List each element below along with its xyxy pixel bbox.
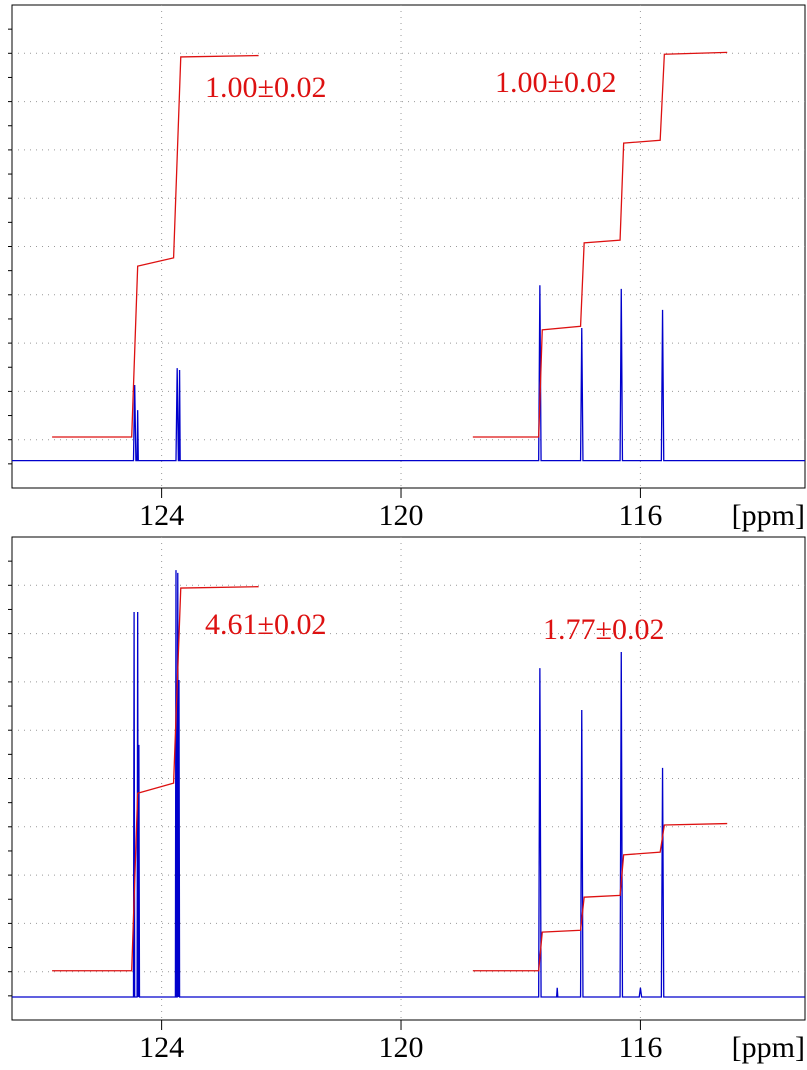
- series-line: [12, 570, 805, 998]
- x-tick-label: 124: [139, 1031, 184, 1064]
- annotation: 1.00±0.02: [495, 66, 616, 99]
- x-tick-label: 124: [139, 499, 184, 532]
- x-axis-label: [ppm]: [732, 1031, 805, 1064]
- series-line: [52, 586, 728, 972]
- annotation: 1.77±0.02: [543, 613, 664, 646]
- x-axis-label: [ppm]: [732, 499, 805, 532]
- annotation: 4.61±0.02: [205, 608, 326, 641]
- series-line: [52, 51, 728, 438]
- annotation: 1.00±0.02: [205, 71, 326, 104]
- series-line: [12, 285, 805, 462]
- x-tick-label: 116: [618, 499, 662, 532]
- x-tick-label: 116: [618, 1031, 662, 1064]
- x-tick-label: 120: [379, 1031, 424, 1064]
- x-tick-label: 120: [379, 499, 424, 532]
